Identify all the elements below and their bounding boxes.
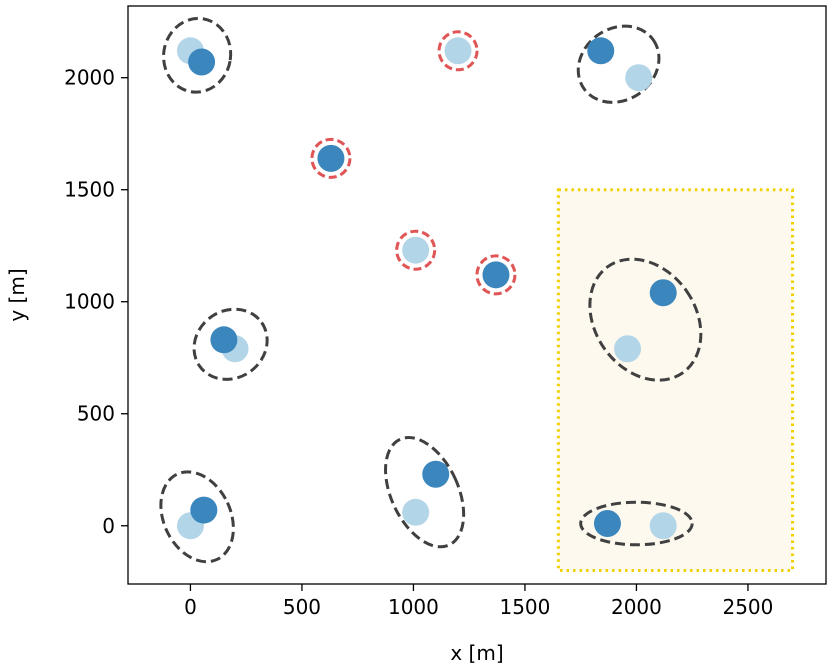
point-layer bbox=[176, 37, 677, 540]
pair-ellipse-2 bbox=[576, 24, 661, 104]
pair-ellipse-5 bbox=[384, 435, 466, 549]
y-tick-label: 500 bbox=[77, 402, 115, 426]
x-tick-label: 1000 bbox=[388, 595, 439, 619]
pair-5-dark-point bbox=[422, 460, 450, 488]
pair-ellipse-1 bbox=[162, 16, 233, 94]
highlight-region-layer bbox=[556, 188, 795, 573]
single-ring-4 bbox=[475, 254, 517, 296]
pair-6-dark-point bbox=[190, 496, 218, 524]
pair-7-light-point bbox=[649, 512, 677, 540]
pair-7-dark-point bbox=[593, 510, 621, 538]
single-4-point bbox=[482, 261, 510, 289]
ellipse-layer bbox=[159, 16, 703, 564]
highlight-region bbox=[556, 188, 795, 573]
x-tick-label: 0 bbox=[184, 595, 197, 619]
y-axis-label: y [m] bbox=[5, 268, 29, 321]
single-ring-1 bbox=[437, 30, 479, 72]
pair-2-light-point bbox=[625, 64, 653, 92]
axes-frame bbox=[127, 5, 827, 585]
x-tick-label: 2500 bbox=[722, 595, 773, 619]
single-ring-3 bbox=[395, 229, 437, 271]
y-tick-label: 1500 bbox=[64, 178, 115, 202]
pair-ellipse-7 bbox=[579, 500, 694, 547]
pair-ellipse-6 bbox=[159, 470, 235, 564]
single-2-point bbox=[317, 144, 345, 172]
single-ring-2 bbox=[310, 137, 352, 179]
pair-1-dark-point bbox=[188, 48, 216, 76]
pair-4-dark-point bbox=[649, 279, 677, 307]
pair-5-light-point bbox=[402, 498, 430, 526]
pair-4-light-point bbox=[614, 335, 642, 363]
pair-2-dark-point bbox=[587, 37, 615, 65]
y-tick-label: 2000 bbox=[64, 66, 115, 90]
single-1-point bbox=[444, 37, 472, 65]
x-tick-label: 2000 bbox=[611, 595, 662, 619]
x-axis-label: x [m] bbox=[450, 641, 503, 665]
y-tick-label: 0 bbox=[102, 514, 115, 538]
y-axis-ticks: 0 500 1000 1500 2000 bbox=[64, 66, 128, 538]
x-tick-label: 500 bbox=[283, 595, 321, 619]
pair-3-dark-point bbox=[210, 326, 238, 354]
x-tick-label: 1500 bbox=[499, 595, 550, 619]
x-axis-ticks: 0 500 1000 1500 2000 2500 bbox=[184, 584, 773, 619]
pair-ellipse-4 bbox=[588, 257, 703, 382]
pair-ellipse-3 bbox=[192, 307, 269, 381]
y-tick-label: 1000 bbox=[64, 290, 115, 314]
single-3-point bbox=[402, 236, 430, 264]
